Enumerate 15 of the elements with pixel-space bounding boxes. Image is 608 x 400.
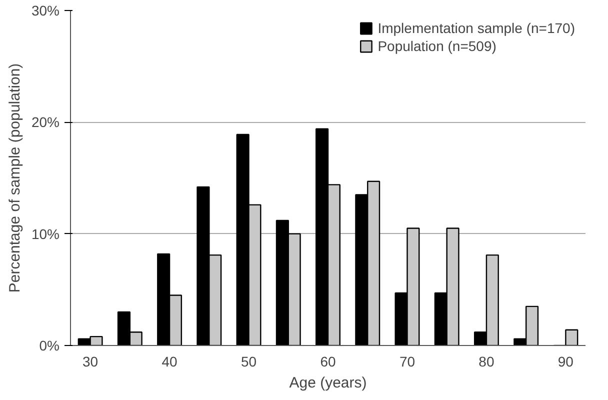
- x-tick-label: 30: [82, 354, 98, 370]
- x-tick-label: 60: [320, 354, 336, 370]
- y-tick-label: 30%: [31, 2, 60, 18]
- y-tick-label: 0%: [39, 338, 60, 354]
- x-tick-label: 80: [478, 354, 494, 370]
- x-tick-label: 70: [399, 354, 416, 370]
- y-axis-title: Percentage of sample (population): [6, 63, 24, 293]
- y-tick-label: 20%: [31, 114, 60, 130]
- x-tick-label: 40: [162, 354, 178, 370]
- y-tick-label: 10%: [31, 226, 60, 242]
- x-axis-title: Age (years): [289, 374, 367, 392]
- legend-label: Implementation sample (n=170): [378, 20, 575, 36]
- x-tick-label: 50: [240, 354, 257, 370]
- legend-label: Population (n=509): [378, 38, 496, 54]
- x-tick-label: 90: [558, 354, 574, 370]
